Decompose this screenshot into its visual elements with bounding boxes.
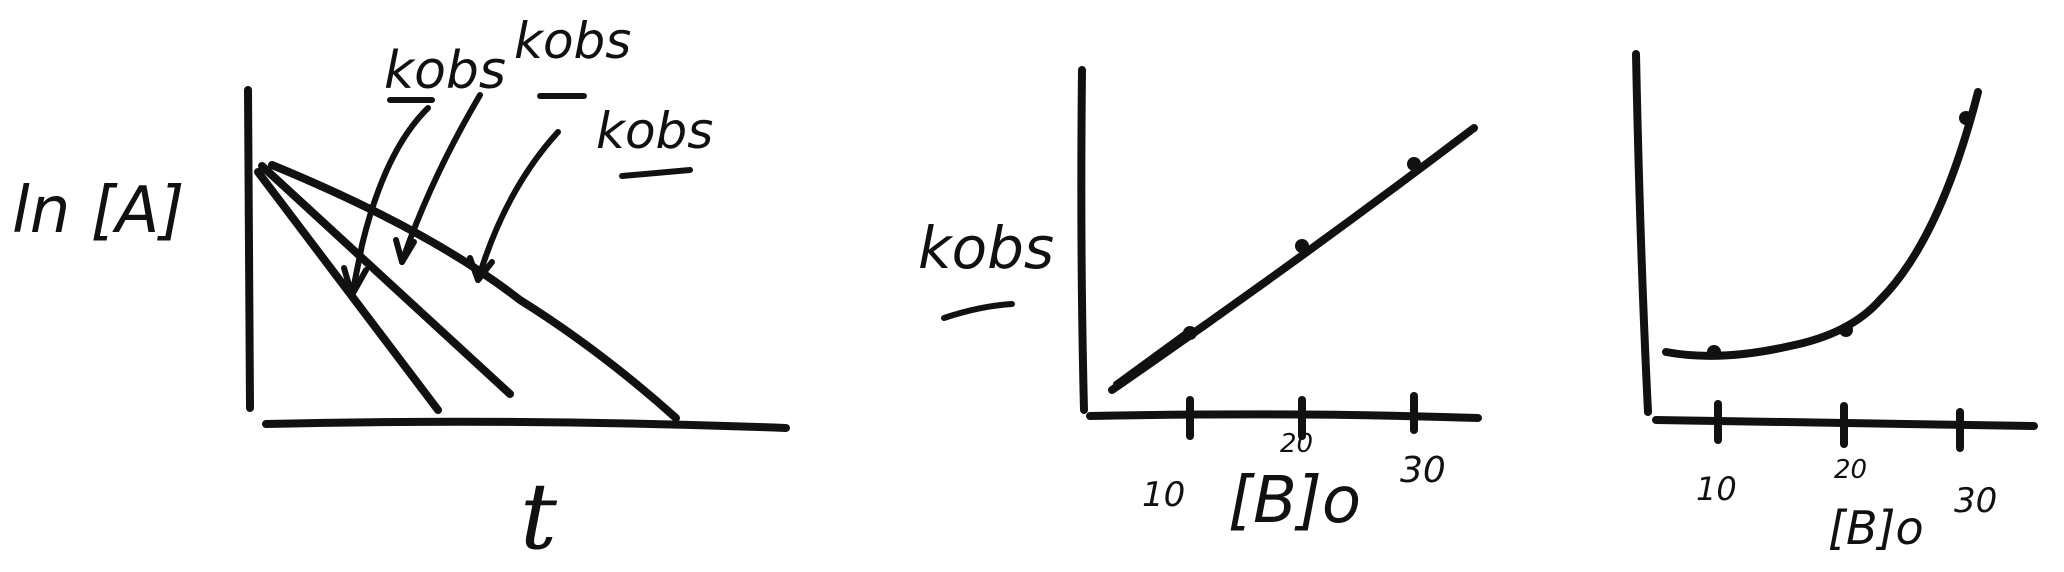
chart1-annotation-3: kobs: [596, 102, 713, 160]
chart2-trend-line-2: [1113, 327, 1193, 387]
chart1-annotation-1: kobs: [384, 41, 506, 101]
chart3-trend-curve: [1662, 88, 1982, 360]
chart3-y-axis: [1632, 50, 1652, 416]
chart2-point-10: [1183, 326, 1197, 340]
chart2-tick-label-10: 10: [1142, 475, 1185, 515]
chart2-y-label: kobs: [918, 214, 1054, 282]
chart1-annotation-2: kobs: [514, 12, 631, 70]
chart3-x-label: [B]o: [1828, 501, 1924, 555]
chart3-point-20: [1839, 323, 1853, 337]
chart3-point-30: [1959, 111, 1973, 125]
chart1-x-label: t: [520, 463, 558, 570]
chart2-tick-label-30: 30: [1400, 450, 1446, 491]
chart1-arrow-1-head: [341, 265, 369, 298]
chart2-y-label-underline: [941, 301, 1015, 321]
chart2-point-30: [1407, 157, 1421, 171]
chart3-tick-label-30: 30: [1954, 481, 1997, 521]
chart1-line-medium: [258, 162, 514, 398]
chart3-tick-label-10: 10: [1696, 470, 1737, 508]
chart-kobs-linear: kobs 10 20 30 [B]o: [918, 66, 1482, 538]
chart3-tick-label-20: 20: [1834, 455, 1867, 485]
chart2-trend-line: [1108, 124, 1478, 394]
chart1-arrow-2-head: [393, 237, 417, 265]
chart1-y-label: ln [A]: [12, 174, 184, 248]
chart-kobs-curved: 10 20 30 [B]o: [1632, 50, 2038, 555]
chart3-x-axis: [1652, 416, 2038, 430]
chart1-arrow-1: [349, 105, 431, 298]
chart-ln-a-vs-t: ln [A] t kobs kobs kobs: [12, 12, 790, 570]
chart1-line-slow: [268, 161, 680, 422]
chart1-y-axis: [244, 86, 254, 412]
chart1-arrow-3: [475, 129, 561, 283]
chart2-x-label: [B]o: [1228, 464, 1361, 538]
chart1-annotation-3-underline: [619, 167, 693, 179]
chart3-point-10: [1707, 345, 1721, 359]
chart1-x-axis: [262, 417, 790, 432]
chart1-arrow-3-head: [467, 255, 495, 283]
chart2-point-20: [1295, 239, 1309, 253]
chart2-x-axis: [1086, 410, 1482, 422]
chart1-arrow-2: [399, 92, 483, 265]
chart2-tick-label-20: 20: [1280, 429, 1313, 459]
chart2-y-axis: [1077, 66, 1088, 414]
